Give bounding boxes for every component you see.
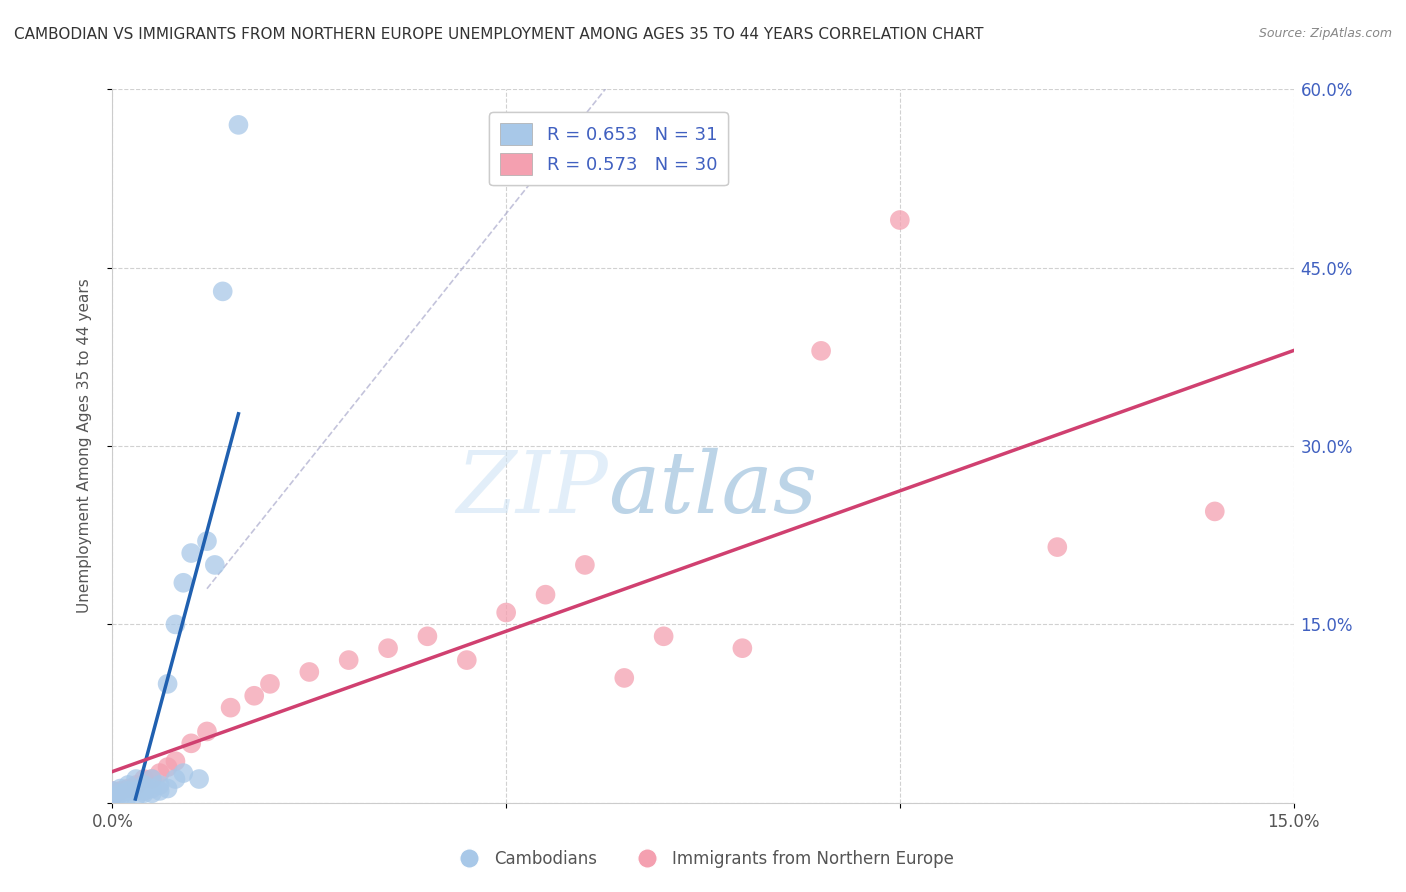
Point <box>156 781 179 796</box>
Point <box>652 629 675 643</box>
Point <box>156 760 179 774</box>
Point <box>132 778 155 792</box>
Point <box>337 653 360 667</box>
Point <box>228 118 250 132</box>
Point <box>165 772 187 786</box>
Point <box>132 786 155 800</box>
Point <box>132 772 155 786</box>
Point <box>110 789 132 804</box>
Point <box>149 766 172 780</box>
Point <box>243 689 266 703</box>
Point <box>889 213 911 227</box>
Point <box>117 778 139 792</box>
Point <box>165 617 187 632</box>
Point <box>1046 540 1069 554</box>
Point <box>165 754 187 768</box>
Legend: R = 0.653   N = 31, R = 0.573   N = 30: R = 0.653 N = 31, R = 0.573 N = 30 <box>489 112 728 186</box>
Point <box>125 789 148 804</box>
Point <box>149 778 172 792</box>
Point <box>101 789 124 804</box>
Point <box>110 781 132 796</box>
Point <box>125 772 148 786</box>
Point <box>298 665 321 679</box>
Point <box>574 558 596 572</box>
Point <box>141 786 163 800</box>
Point <box>180 736 202 750</box>
Point <box>810 343 832 358</box>
Point <box>149 784 172 798</box>
Point <box>117 789 139 803</box>
Point <box>1204 504 1226 518</box>
Point <box>141 781 163 796</box>
Point <box>101 789 124 804</box>
Point <box>125 778 148 792</box>
Text: ZIP: ZIP <box>457 448 609 530</box>
Point <box>101 784 124 798</box>
Text: Source: ZipAtlas.com: Source: ZipAtlas.com <box>1258 27 1392 40</box>
Point <box>416 629 439 643</box>
Point <box>456 653 478 667</box>
Point <box>117 784 139 798</box>
Point <box>259 677 281 691</box>
Point <box>219 700 242 714</box>
Point <box>195 534 218 549</box>
Point <box>180 546 202 560</box>
Point <box>495 606 517 620</box>
Point <box>101 784 124 798</box>
Point <box>613 671 636 685</box>
Point <box>731 641 754 656</box>
Legend: Cambodians, Immigrants from Northern Europe: Cambodians, Immigrants from Northern Eur… <box>446 844 960 875</box>
Point <box>211 285 233 299</box>
Point <box>117 781 139 796</box>
Point <box>195 724 218 739</box>
Point <box>110 786 132 800</box>
Point <box>132 784 155 798</box>
Text: atlas: atlas <box>609 448 818 530</box>
Text: CAMBODIAN VS IMMIGRANTS FROM NORTHERN EUROPE UNEMPLOYMENT AMONG AGES 35 TO 44 YE: CAMBODIAN VS IMMIGRANTS FROM NORTHERN EU… <box>14 27 984 42</box>
Point <box>110 784 132 798</box>
Point <box>172 766 194 780</box>
Point <box>172 575 194 590</box>
Y-axis label: Unemployment Among Ages 35 to 44 years: Unemployment Among Ages 35 to 44 years <box>77 278 91 614</box>
Point <box>156 677 179 691</box>
Point <box>377 641 399 656</box>
Point <box>125 784 148 798</box>
Point <box>141 772 163 786</box>
Point <box>188 772 211 786</box>
Point <box>534 588 557 602</box>
Point <box>204 558 226 572</box>
Point <box>141 772 163 786</box>
